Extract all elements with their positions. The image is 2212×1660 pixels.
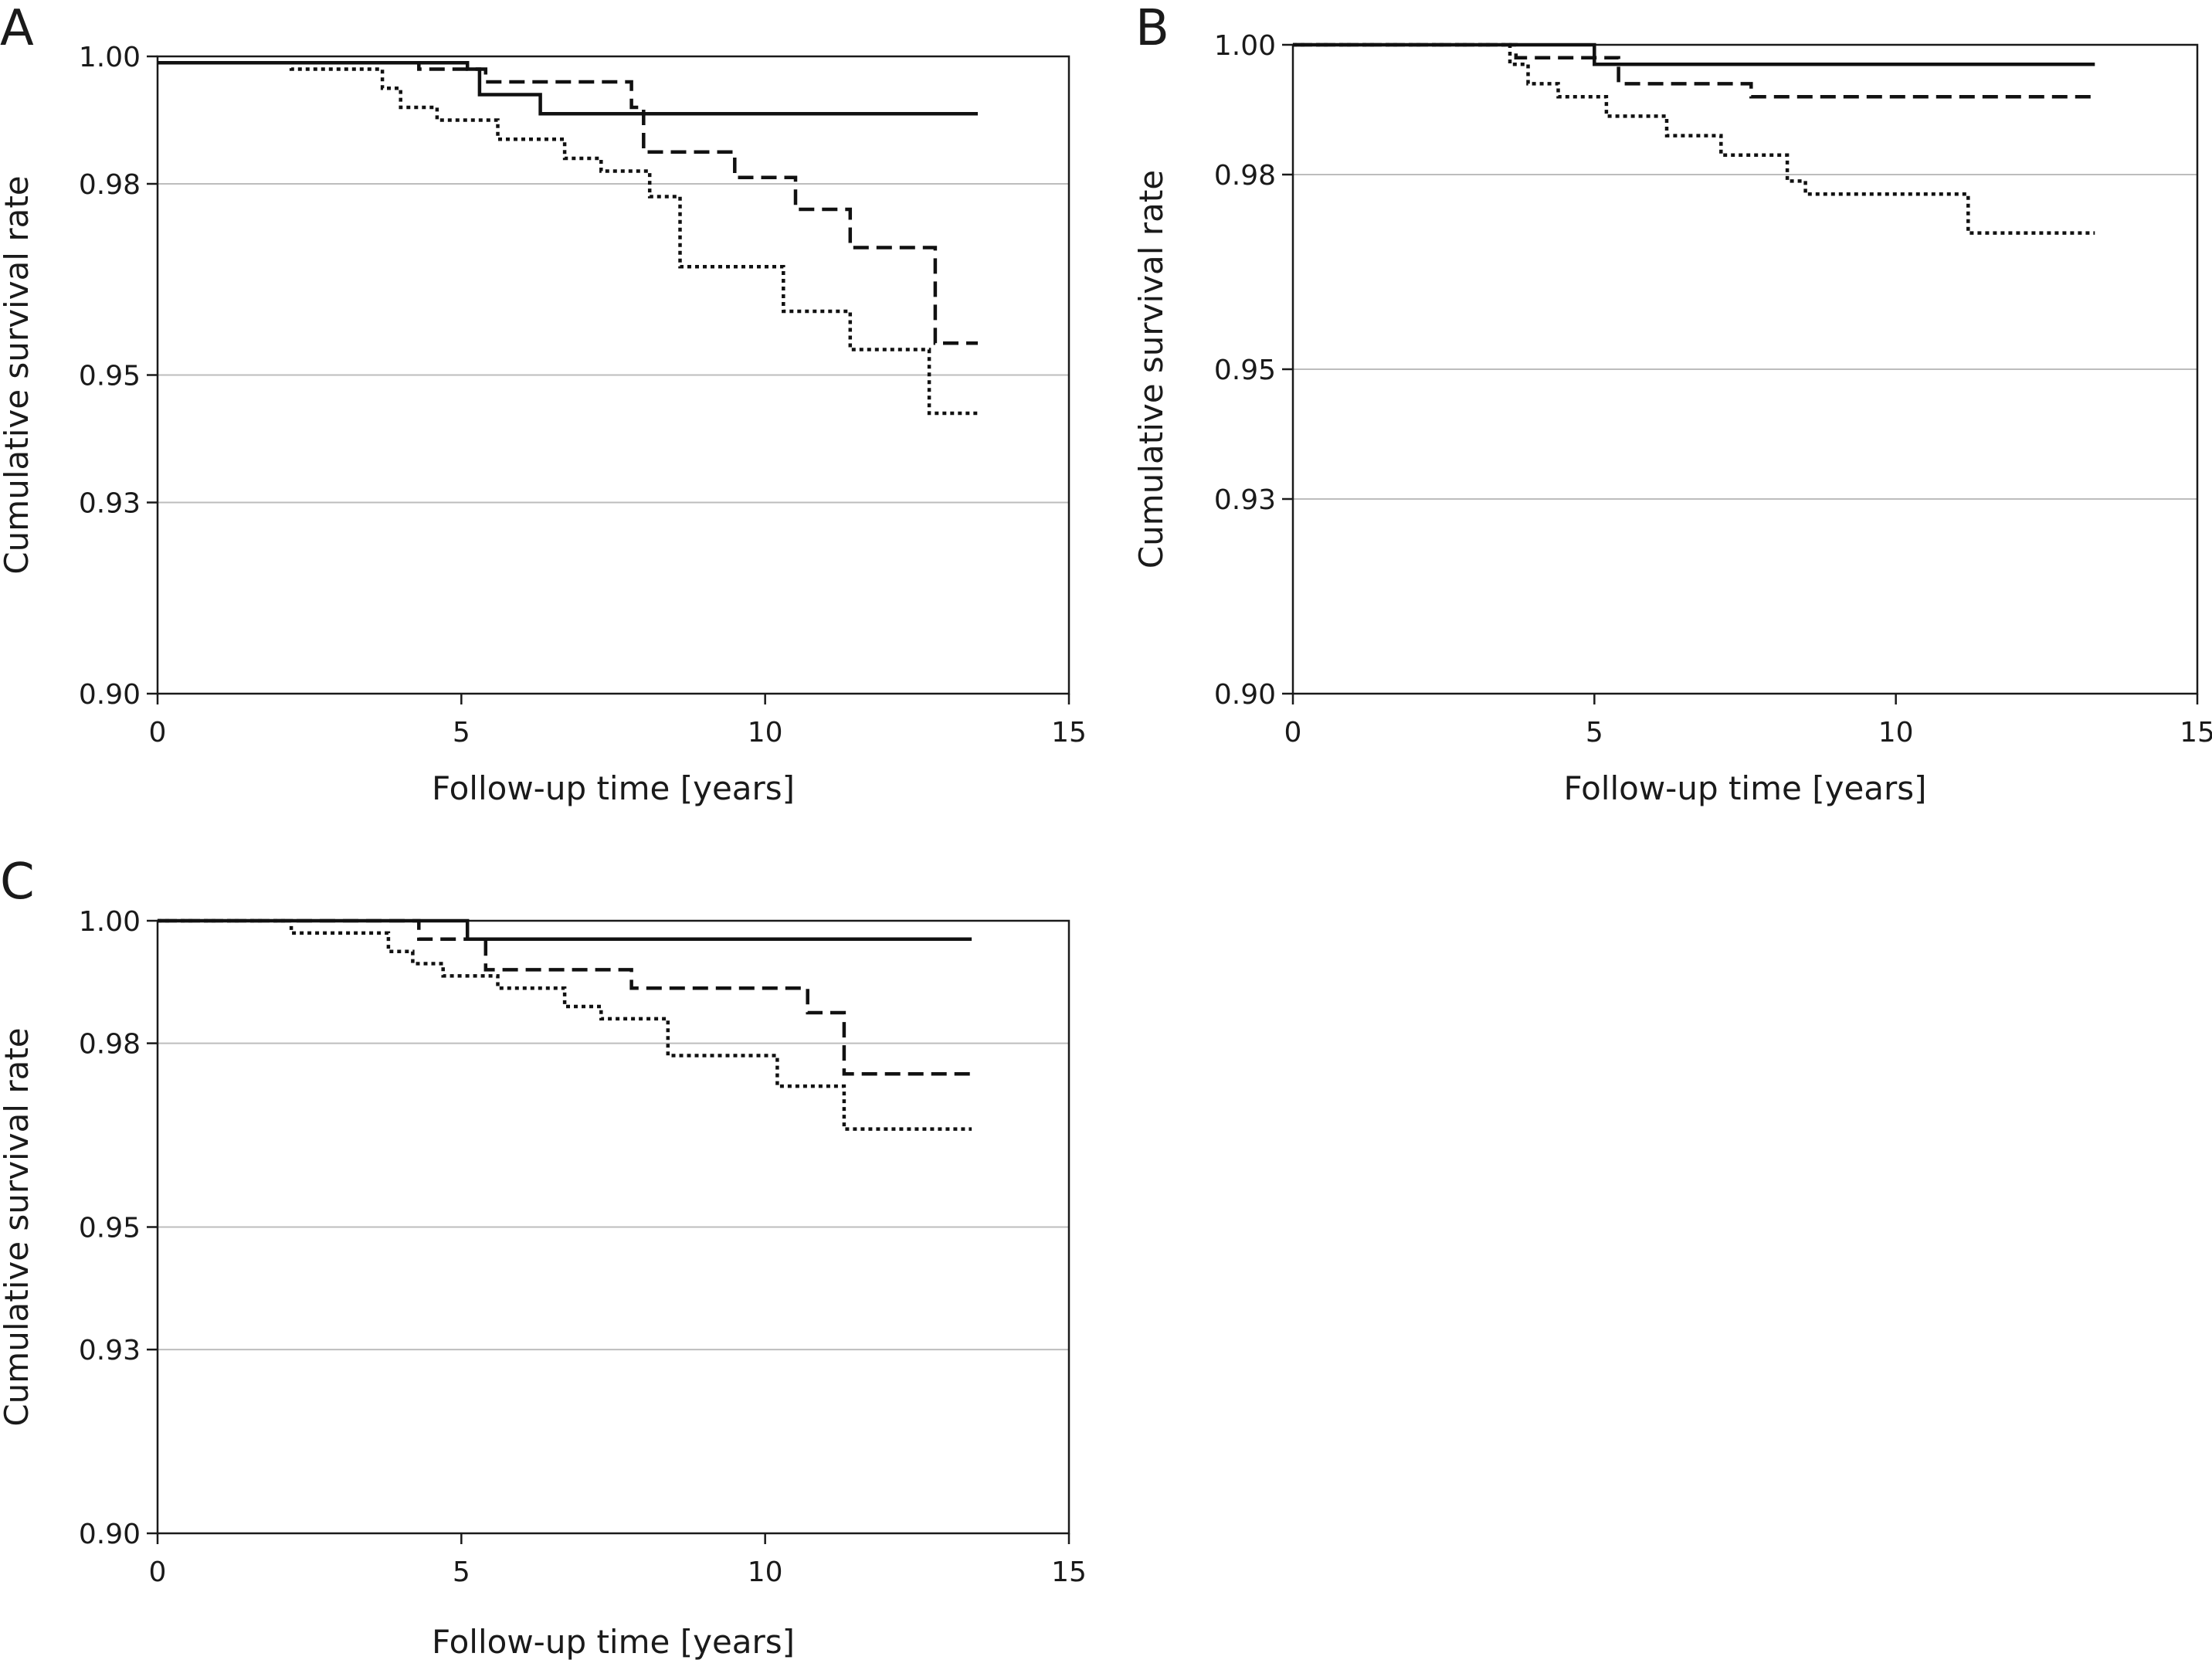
chart-panel-b: B 1.00 0.98 0.95 0.93 0.900 5 10 15 Follow-up tim… <box>1132 0 2212 807</box>
series-line-dashed <box>158 918 972 1076</box>
panel-label: A <box>0 0 34 57</box>
panel-label: B <box>1135 0 1169 57</box>
chart-panel-a: A 1.00 0.98 0.95 0.93 0.900 5 10 15 Follow-up tim… <box>0 0 1087 807</box>
x-tick-label: 0 <box>149 1556 167 1588</box>
series-line-dashed <box>158 61 978 345</box>
y-tick-label: 0.93 <box>79 488 141 520</box>
series-line-dotted <box>158 61 978 416</box>
x-axis-title: Follow-up time [years] <box>432 1623 795 1660</box>
series-line-solid <box>1293 42 2095 66</box>
y-tick-label: 0.90 <box>79 1519 141 1550</box>
series-line-dotted <box>158 918 972 1131</box>
y-tick-label: 0.90 <box>79 679 141 711</box>
series-line-dotted <box>1293 42 2095 235</box>
x-tick-label: 15 <box>1051 717 1087 749</box>
x-tick-label: 15 <box>2180 717 2212 749</box>
series-line-solid <box>158 918 972 942</box>
x-tick-label: 10 <box>1878 717 1914 749</box>
plot-frame <box>1291 43 2199 695</box>
x-tick-label: 5 <box>1586 717 1603 749</box>
y-axis-title: Cumulative survival rate <box>0 1027 36 1426</box>
y-tick-label: 0.98 <box>1214 160 1276 192</box>
y-tick-label: 0.90 <box>1214 679 1276 711</box>
plot-frame <box>156 919 1070 1535</box>
y-tick-label: 0.98 <box>79 169 141 201</box>
panel-label: C <box>0 854 35 911</box>
x-tick-label: 5 <box>453 717 470 749</box>
y-tick-label: 1.00 <box>79 42 141 73</box>
x-tick-label: 5 <box>453 1556 470 1588</box>
y-tick-label: 1.00 <box>79 906 141 938</box>
series-line-dashed <box>1293 42 2095 99</box>
y-axis-title: Cumulative survival rate <box>0 175 36 574</box>
y-tick-label: 0.93 <box>1214 484 1276 516</box>
plot-frame <box>156 55 1070 695</box>
y-tick-label: 1.00 <box>1214 30 1276 62</box>
y-tick-label: 0.95 <box>1214 355 1276 386</box>
x-tick-label: 10 <box>748 717 783 749</box>
y-tick-label: 0.93 <box>79 1335 141 1366</box>
x-tick-label: 0 <box>149 717 167 749</box>
y-axis-title: Cumulative survival rate <box>1132 170 1170 569</box>
y-tick-label: 0.95 <box>79 1213 141 1244</box>
x-tick-label: 10 <box>748 1556 783 1588</box>
x-axis-title: Follow-up time [years] <box>432 769 795 807</box>
series-line-solid <box>158 61 978 116</box>
x-tick-label: 0 <box>1284 717 1302 749</box>
y-tick-label: 0.98 <box>79 1029 141 1061</box>
chart-panel-c: C 1.00 0.98 0.95 0.93 0.90 0 5 10 15 Follow-up tim… <box>0 854 1087 1660</box>
x-axis-title: Follow-up time [years] <box>1563 769 1926 807</box>
y-tick-label: 0.95 <box>79 361 141 392</box>
x-tick-label: 15 <box>1051 1556 1087 1588</box>
